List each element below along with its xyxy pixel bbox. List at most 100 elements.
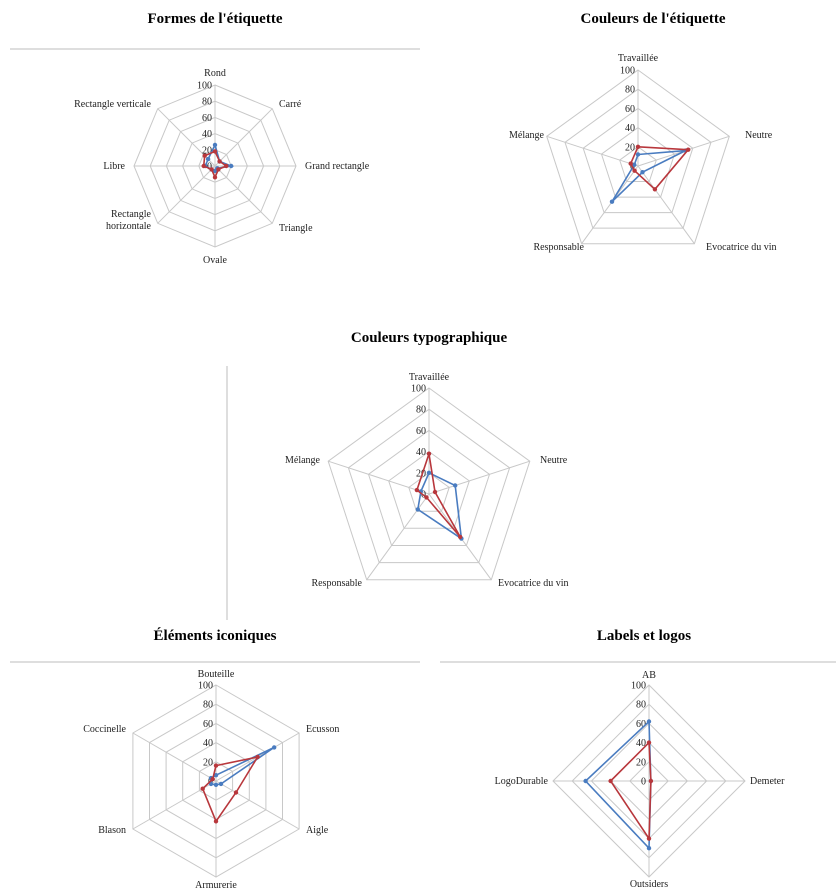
axis-label: Bouteille <box>198 669 235 680</box>
data-point <box>205 156 211 162</box>
axis-spoke <box>546 135 639 167</box>
data-point <box>213 819 219 824</box>
series-line <box>415 453 461 538</box>
tick-label: 0 <box>207 162 212 173</box>
data-point <box>424 495 429 500</box>
grid-ring <box>546 69 730 245</box>
axis-spoke <box>214 108 273 167</box>
chart-title: Couleurs typographique <box>351 330 508 346</box>
radar-chart-formes: 0 20 40 60 80 100 Rond Carré Grand rectangle Tria… <box>74 68 370 266</box>
data-point <box>200 786 205 791</box>
grid-ring <box>600 126 676 198</box>
data-point <box>635 144 641 149</box>
grid-ring <box>582 107 694 214</box>
axis-label: Armurerie <box>195 880 237 891</box>
tick-label: 40 <box>625 123 635 134</box>
grid-ring <box>564 88 712 229</box>
chart-title: Éléments iconiques <box>154 627 277 644</box>
axis-spoke <box>157 165 216 224</box>
axis-label: LogoDurable <box>495 776 549 787</box>
axis-label: Mélange <box>285 455 321 466</box>
data-point <box>632 162 637 167</box>
data-point <box>213 763 219 768</box>
tick-label: 60 <box>625 104 635 115</box>
axis-label: Triangle <box>279 223 313 234</box>
grid-ring <box>367 429 491 546</box>
axis-label: Grand rectangle <box>305 161 370 172</box>
tick-label: 60 <box>203 719 213 730</box>
data-point <box>426 470 432 475</box>
tick-label: 100 <box>631 681 646 692</box>
data-point <box>608 778 613 784</box>
data-point <box>426 451 432 456</box>
tick-label: 80 <box>625 85 635 96</box>
data-point <box>209 167 214 172</box>
data-point <box>609 199 615 204</box>
data-point <box>646 719 652 724</box>
axis-label: Neutre <box>745 130 773 141</box>
tick-label: 100 <box>197 81 212 92</box>
axis-spoke <box>366 493 430 581</box>
axis-spoke <box>328 460 430 495</box>
tick-label: 20 <box>625 142 635 153</box>
data-point <box>646 836 652 841</box>
data-point <box>272 745 277 750</box>
series-line <box>416 471 463 541</box>
data-point <box>212 175 218 180</box>
data-point <box>646 846 652 851</box>
axis-label: AB <box>642 670 656 681</box>
data-point <box>217 159 222 164</box>
data-point <box>212 149 218 154</box>
data-point <box>432 489 438 495</box>
axis-label: Ecusson <box>306 724 339 735</box>
grid-ring <box>408 472 450 512</box>
axis-spoke <box>637 165 695 244</box>
data-point <box>218 781 224 787</box>
data-point <box>640 170 645 175</box>
axis-spoke <box>215 780 300 830</box>
axis-label: Neutre <box>540 455 568 466</box>
data-point <box>213 782 219 787</box>
data-point <box>635 152 641 157</box>
grid-ring <box>388 450 470 529</box>
data-point <box>201 163 206 169</box>
data-point <box>646 740 652 745</box>
tick-label: 100 <box>411 384 426 395</box>
tick-label: 20 <box>416 468 426 479</box>
tick-label: 40 <box>416 447 426 458</box>
grid-ring <box>327 387 531 581</box>
data-point <box>632 168 637 173</box>
axis-label: Rectangle verticale <box>74 99 151 110</box>
axis-label: Libre <box>103 161 125 172</box>
data-point <box>213 773 219 778</box>
data-point <box>686 147 691 152</box>
axis-label: Demeter <box>750 776 785 787</box>
axis-label: Evocatrice du vin <box>706 242 777 253</box>
chart-title: Formes de l'étiquette <box>148 11 283 27</box>
axis-label: Rectangle horizontale <box>106 209 152 232</box>
data-point <box>224 163 229 169</box>
data-point <box>414 487 420 493</box>
tick-label: 60 <box>416 426 426 437</box>
tick-label: 0 <box>641 777 646 788</box>
axis-label: Outsiders <box>630 879 668 890</box>
radar-chart-elements-iconiques: 020406080100BouteilleEcussonAigleArmurer… <box>83 669 339 891</box>
axis-label: Ovale <box>203 255 227 266</box>
axis-label: Travaillée <box>409 372 450 383</box>
data-point <box>202 153 207 158</box>
data-point <box>212 168 218 174</box>
tick-label: 80 <box>636 700 646 711</box>
tick-label: 40 <box>202 129 212 140</box>
data-point <box>212 142 218 148</box>
data-point <box>210 776 215 782</box>
axis-spoke <box>132 732 217 782</box>
axis-label: Evocatrice du vin <box>498 578 569 589</box>
axis-label: Coccinelle <box>83 724 126 735</box>
grid-ring <box>619 146 657 182</box>
tick-label: 100 <box>198 681 213 692</box>
chart-title: Labels et logos <box>597 628 691 644</box>
axis-label: Mélange <box>509 130 545 141</box>
